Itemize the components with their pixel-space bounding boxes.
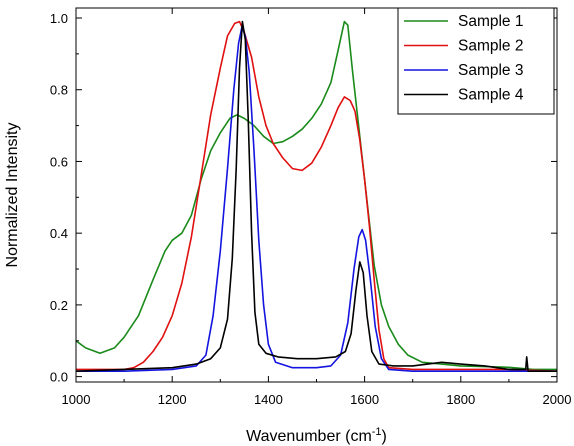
x-tick-label: 1000	[62, 392, 91, 407]
legend-label: Sample 2	[458, 38, 523, 55]
x-axis-title-main: Wavenumber (cm	[246, 428, 372, 445]
x-axis-title-superscript: -1	[372, 426, 382, 438]
legend-label: Sample 4	[458, 87, 524, 104]
legend-label: Sample 1	[458, 13, 523, 30]
x-axis-title-suffix: )	[382, 428, 387, 445]
y-tick-label: 0.8	[50, 83, 68, 98]
y-axis-title: Normalized Intensity	[4, 123, 21, 268]
plot-lines	[75, 20, 558, 372]
series-line-sample-3	[76, 26, 557, 372]
y-axis: 0.0 0.2 0.4 0.6 0.8 1.0	[50, 11, 557, 385]
x-tick-label: 1200	[158, 392, 187, 407]
series-line-sample-4	[75, 20, 557, 372]
legend: Sample 1 Sample 2 Sample 3 Sample 4	[397, 7, 555, 115]
x-axis-title: Wavenumber (cm-1)	[246, 426, 387, 445]
legend-label: Sample 3	[458, 62, 523, 79]
y-tick-label: 1.0	[50, 11, 68, 26]
x-axis: 1000 1200 1400 1600 1800 2000	[62, 8, 572, 407]
y-tick-label: 0.2	[50, 298, 68, 313]
x-tick-label: 1600	[350, 392, 379, 407]
y-tick-label: 0.4	[50, 226, 68, 241]
y-tick-label: 0.0	[50, 370, 68, 385]
legend-box	[397, 7, 555, 115]
series-line-sample-2	[76, 20, 558, 372]
series-line-sample-1	[75, 20, 557, 371]
x-tick-label: 1400	[254, 392, 283, 407]
x-tick-label: 1800	[446, 392, 475, 407]
y-tick-label: 0.6	[50, 154, 68, 169]
x-tick-label: 2000	[543, 392, 572, 407]
